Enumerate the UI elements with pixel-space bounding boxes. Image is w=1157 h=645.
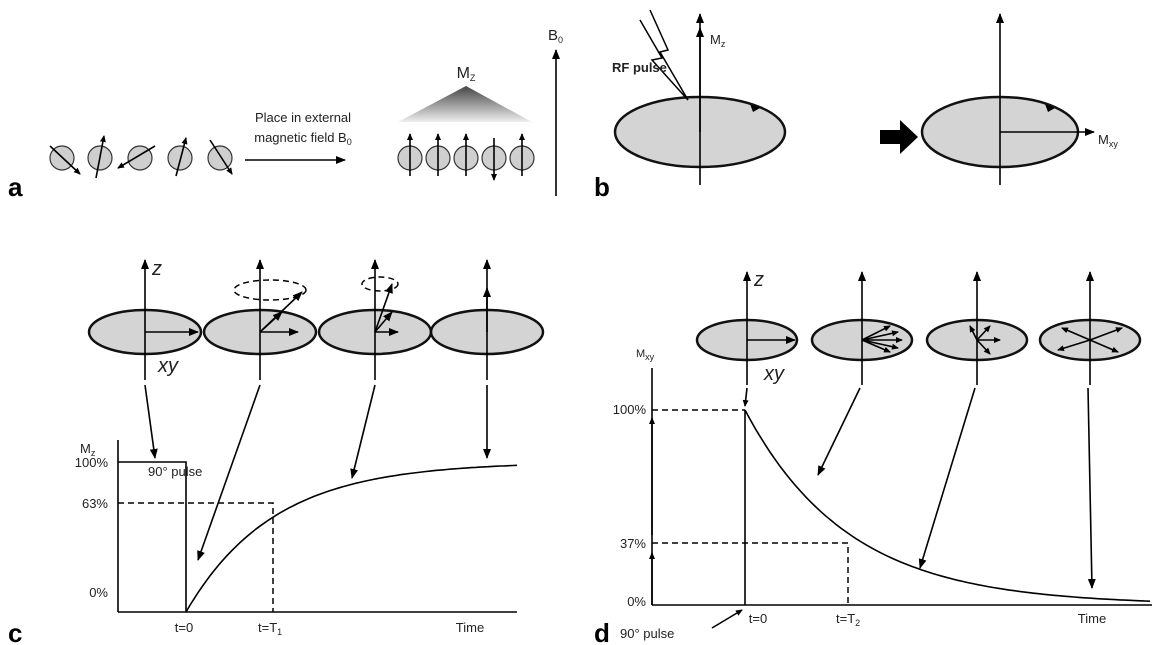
random-spins [50,136,232,178]
x-tick-label: t=0 [749,611,767,626]
transition-arrow [880,120,918,154]
xy-label: xy [763,363,785,385]
panel-label: d [594,618,610,645]
aligned-spins [398,134,534,180]
panel-label: b [594,172,610,202]
x-tick-label: t=T2 [836,611,860,628]
x-tick-label: t=T1 [258,620,282,637]
panel-b: b Mz RF pulse Mxy [594,10,1118,202]
panel-a: a Place in external magnetic field B0 MZ… [8,27,563,202]
figure: a Place in external magnetic field B0 MZ… [0,0,1157,645]
panel-c: c z xy Mz 90° pulse 100% 63% 0% t=0 t=T1… [8,258,543,645]
pulse-label: 90° pulse [148,464,202,479]
lightning [640,10,688,100]
caption: Place in external [255,110,351,125]
net-magnetization [398,86,532,122]
xy-label: xy [157,355,179,377]
z-label: z [151,258,162,280]
rf-pulse-label: RF pulse [612,60,667,75]
x-tick-label: t=0 [175,620,193,635]
mz-label: Mz [710,32,726,49]
panel-label: c [8,618,22,645]
x-axis-label: Time [456,620,484,635]
b0-label: B0 [548,27,563,45]
caption: magnetic field B0 [254,130,352,147]
y-axis-label: Mxy [636,348,655,362]
y-tick-label: 100% [613,402,647,417]
z-label: z [753,269,764,291]
pulse-label: 90° pulse [620,626,674,641]
y-tick-label: 63% [82,496,108,511]
panel-d: d z xy Mxy 100% 37% 0% t=0 t=T2 Time 90°… [594,269,1152,645]
y-tick-label: 100% [75,455,109,470]
mz-label: MZ [457,65,476,83]
y-tick-label: 0% [627,594,646,609]
panel-label: a [8,172,23,202]
x-axis-label: Time [1078,611,1106,626]
mxy-label: Mxy [1098,132,1118,149]
y-tick-label: 37% [620,536,646,551]
y-tick-label: 0% [89,585,108,600]
